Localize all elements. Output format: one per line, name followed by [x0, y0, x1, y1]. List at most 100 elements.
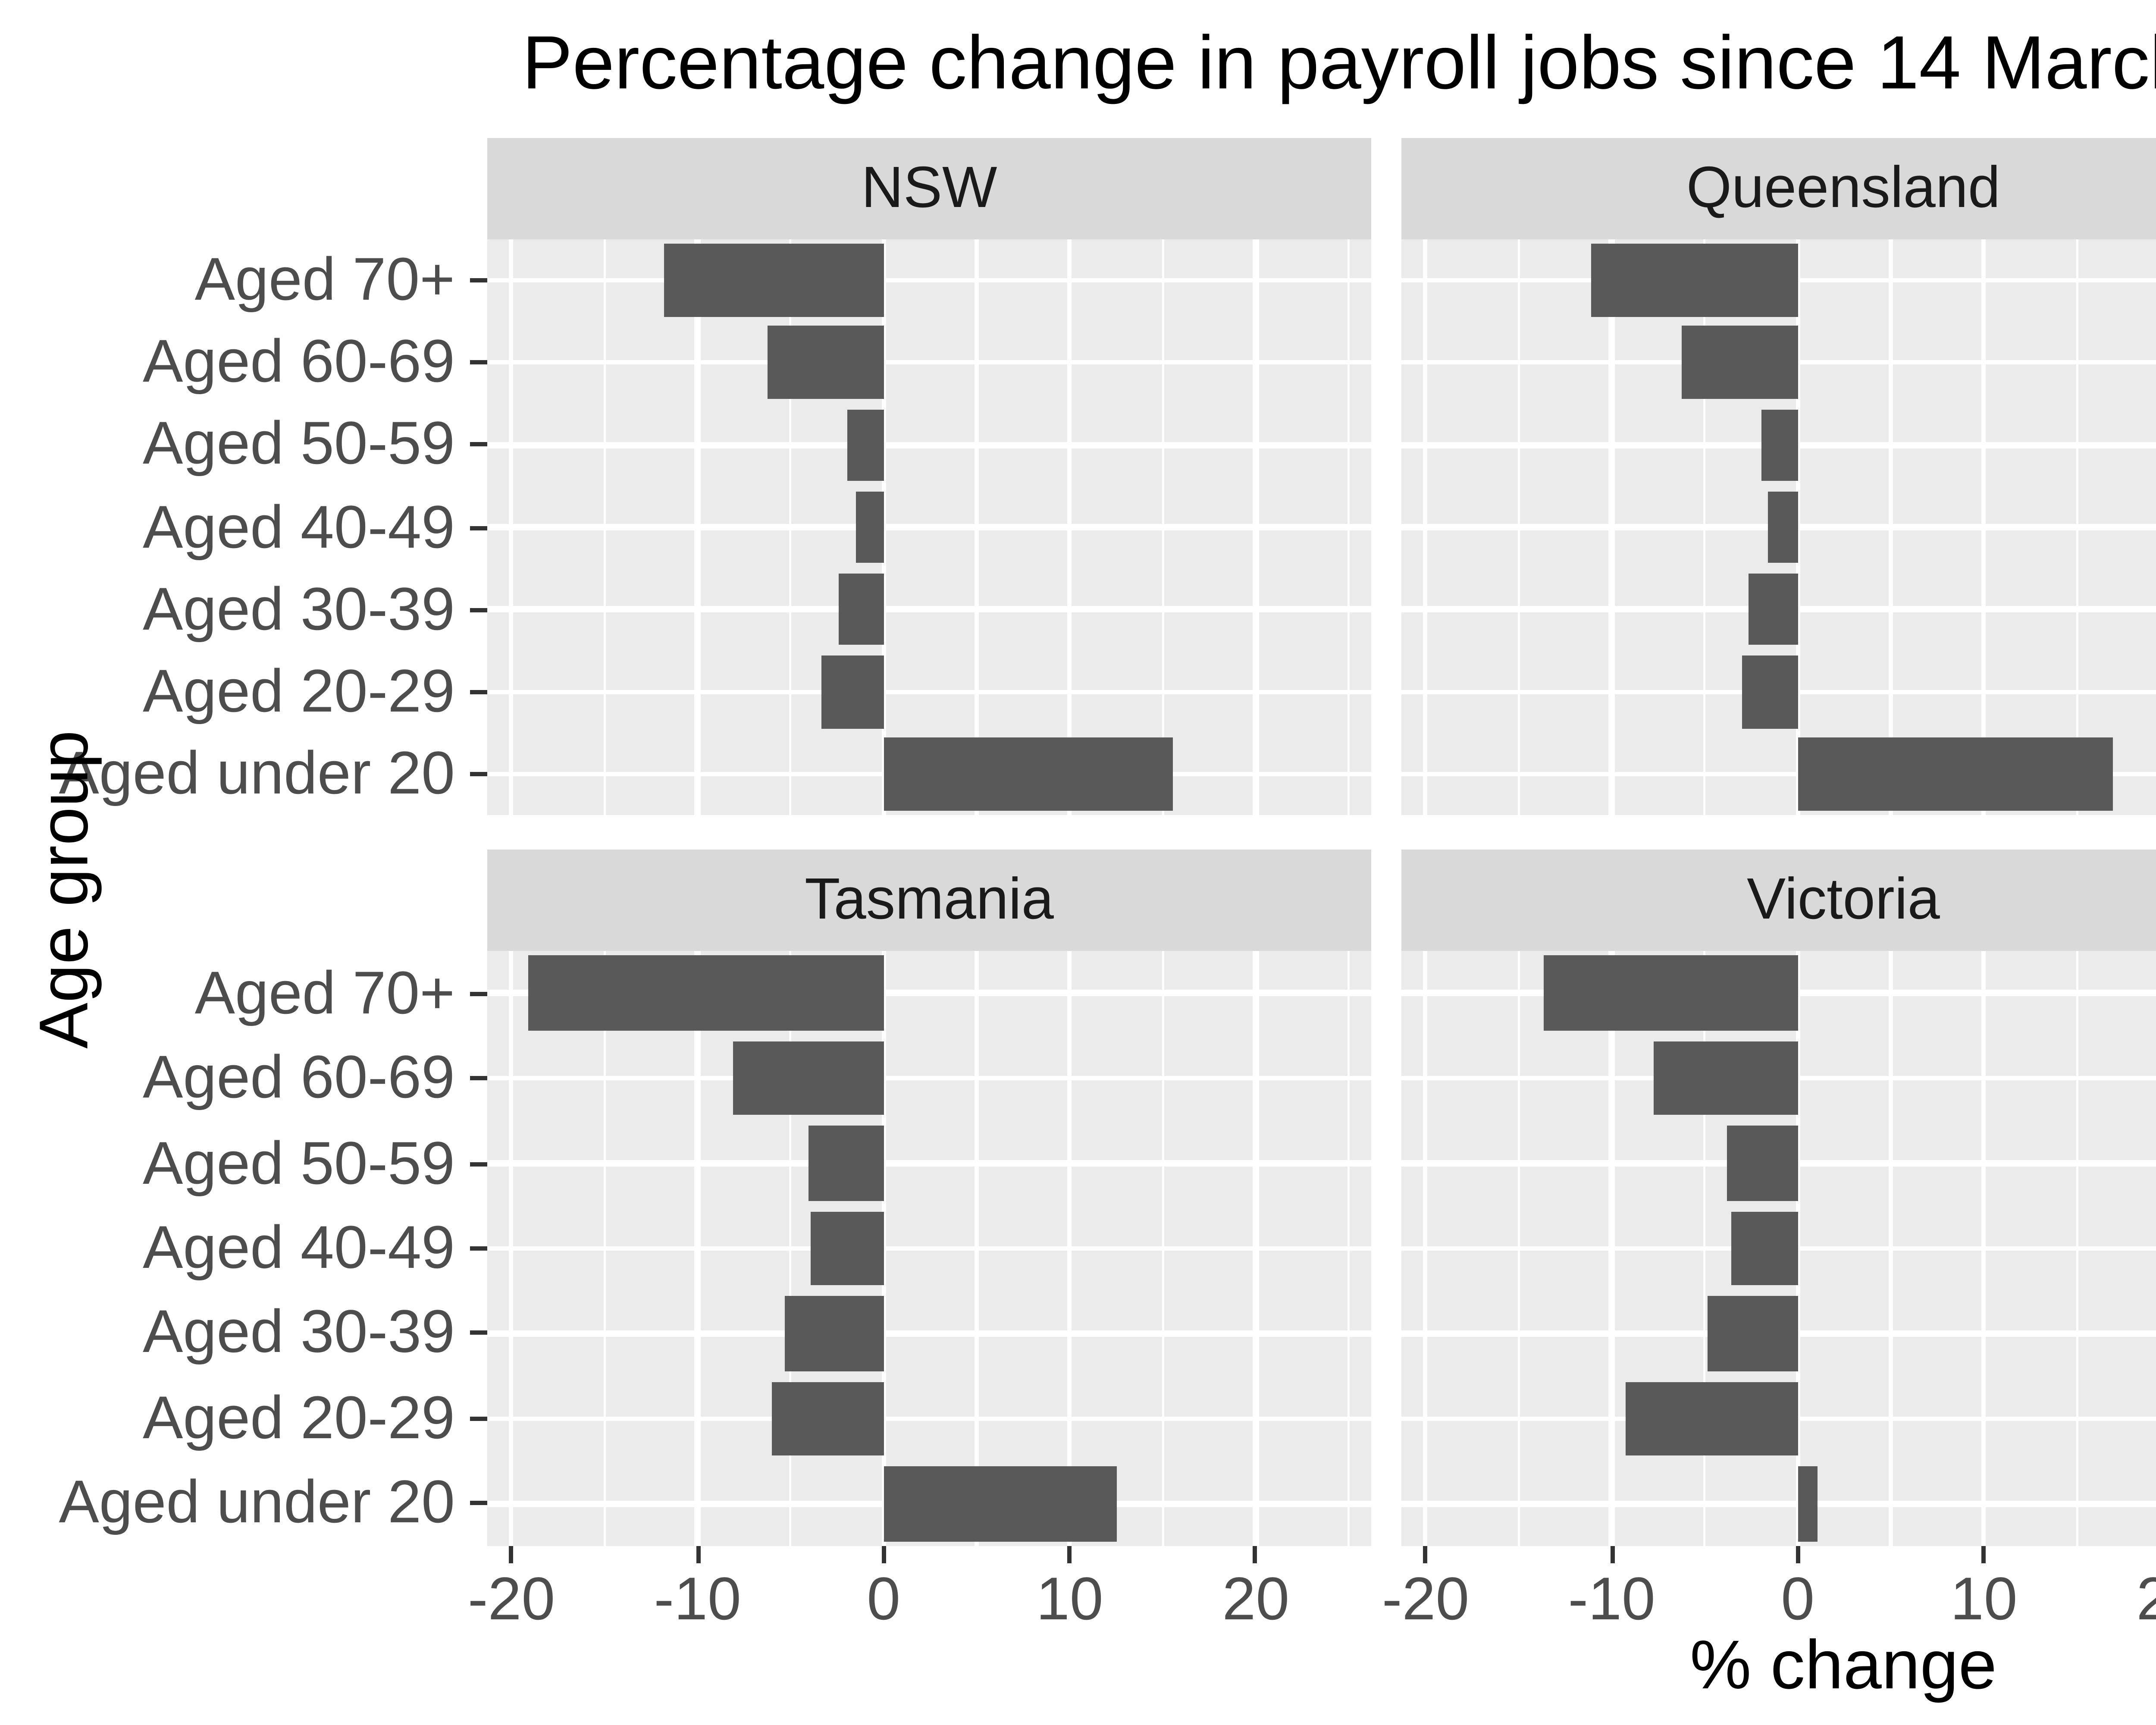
facet-strip-tasmania: Tasmania [487, 850, 1371, 951]
facet-strip-label-victoria: Victoria [1747, 867, 1940, 932]
bar-victoria-aged-40-49 [1730, 1211, 1798, 1286]
y-tick-label-aged-60-69: Aged 60-69 [143, 328, 455, 395]
bar-victoria-aged-20-29 [1626, 1381, 1798, 1456]
bar-queensland-aged-70 [1591, 244, 1798, 317]
y-tick-mark [470, 1501, 487, 1506]
bar-victoria-aged-under-20 [1798, 1466, 1818, 1541]
y-tick-mark [470, 772, 487, 776]
bar-tasmania-aged-under-20 [884, 1466, 1116, 1541]
bar-nsw-aged-40-49 [856, 491, 884, 564]
bar-queensland-aged-40-49 [1768, 491, 1798, 564]
bar-victoria-aged-30-39 [1708, 1296, 1798, 1371]
major-gridline-y [487, 689, 1371, 695]
x-tick-label: -20 [467, 1565, 555, 1632]
facet-panel-tasmania [487, 951, 1371, 1546]
x-tick-label: 20 [1222, 1565, 1290, 1632]
bar-victoria-aged-60-69 [1654, 1041, 1798, 1116]
x-tick-mark [509, 1546, 514, 1563]
y-tick-mark [470, 278, 487, 283]
facet-strip-label-tasmania: Tasmania [805, 867, 1054, 932]
y-tick-mark [470, 689, 487, 694]
bar-nsw-aged-20-29 [820, 656, 884, 728]
y-tick-label-aged-under-20: Aged under 20 [59, 739, 455, 806]
x-axis-title: % change [1690, 1626, 1997, 1703]
y-tick-mark [470, 361, 487, 365]
y-tick-mark [470, 1161, 487, 1166]
x-tick-mark [1981, 1546, 1986, 1563]
y-tick-mark [470, 1076, 487, 1081]
bar-nsw-aged-30-39 [839, 573, 884, 646]
facet-strip-label-queensland: Queensland [1686, 155, 2001, 220]
facet-panel-nsw [487, 239, 1371, 815]
x-tick-label: 10 [1036, 1565, 1103, 1632]
x-tick-label: -10 [1568, 1565, 1655, 1632]
bar-nsw-aged-70 [664, 244, 884, 317]
x-tick-label: 20 [2084, 1565, 2156, 1634]
y-tick-label-aged-50-59: Aged 50-59 [143, 410, 455, 477]
y-tick-mark [470, 991, 487, 996]
facet-strip-victoria: Victoria [1401, 850, 2156, 951]
facet-panel-queensland [1401, 239, 2156, 815]
major-gridline-y [487, 1330, 1371, 1336]
y-tick-label-aged-under-20: Aged under 20 [59, 1469, 455, 1536]
y-tick-label-aged-70: Aged 70+ [194, 959, 455, 1026]
bar-nsw-aged-under-20 [884, 737, 1174, 810]
major-gridline-y [487, 606, 1371, 612]
y-tick-label-aged-50-59: Aged 50-59 [143, 1129, 455, 1196]
bar-tasmania-aged-40-49 [811, 1211, 884, 1286]
bar-tasmania-aged-50-59 [809, 1126, 884, 1201]
bar-tasmania-aged-30-39 [785, 1296, 884, 1371]
x-tick-mark [1067, 1546, 1072, 1563]
x-tick-label: 0 [1781, 1565, 1815, 1632]
facet-strip-queensland: Queensland [1401, 138, 2156, 239]
y-tick-label-aged-30-39: Aged 30-39 [143, 575, 455, 642]
major-gridline-y [487, 278, 1371, 283]
bar-victoria-aged-50-59 [1727, 1126, 1798, 1201]
bar-victoria-aged-70 [1542, 956, 1798, 1031]
y-axis-title: Age group [25, 730, 103, 1049]
y-tick-mark [470, 1416, 487, 1421]
major-gridline-y [487, 524, 1371, 530]
bar-queensland-aged-under-20 [1798, 737, 2112, 810]
facet-strip-nsw: NSW [487, 138, 1371, 239]
facet-panel-victoria [1401, 951, 2156, 1546]
x-tick-mark [1423, 1546, 1428, 1563]
major-gridline-y [1401, 1501, 2156, 1506]
chart-title: Percentage change in payroll jobs since … [522, 22, 2156, 106]
y-tick-label-aged-20-29: Aged 20-29 [143, 1384, 455, 1451]
major-gridline-y [487, 360, 1371, 366]
bar-tasmania-aged-20-29 [772, 1381, 884, 1456]
y-tick-label-aged-70: Aged 70+ [194, 246, 455, 313]
bar-queensland-aged-50-59 [1760, 408, 1798, 481]
bar-tasmania-aged-60-69 [733, 1041, 884, 1116]
bar-queensland-aged-60-69 [1682, 326, 1798, 399]
y-tick-mark [470, 607, 487, 612]
facet-strip-label-nsw: NSW [861, 155, 997, 220]
x-tick-mark [1796, 1546, 1800, 1563]
x-tick-mark [1253, 1546, 1258, 1563]
major-gridline-y [487, 1076, 1371, 1081]
x-tick-label: 0 [867, 1565, 901, 1632]
major-gridline-y [487, 1245, 1371, 1251]
y-tick-mark [470, 1246, 487, 1251]
x-tick-mark [881, 1546, 886, 1563]
x-tick-label: -10 [654, 1565, 741, 1632]
y-tick-label-aged-20-29: Aged 20-29 [143, 657, 455, 724]
bar-queensland-aged-20-29 [1742, 656, 1798, 728]
y-tick-mark [470, 525, 487, 530]
major-gridline-y [487, 442, 1371, 448]
bar-nsw-aged-60-69 [768, 326, 884, 399]
bar-nsw-aged-50-59 [846, 408, 884, 481]
y-tick-label-aged-60-69: Aged 60-69 [143, 1044, 455, 1111]
x-tick-label: -20 [1382, 1565, 1470, 1632]
y-tick-label-aged-40-49: Aged 40-49 [143, 492, 455, 560]
y-tick-label-aged-40-49: Aged 40-49 [143, 1214, 455, 1281]
y-tick-mark [470, 442, 487, 447]
major-gridline-y [487, 1160, 1371, 1167]
y-tick-label-aged-30-39: Aged 30-39 [143, 1299, 455, 1366]
x-tick-mark [695, 1546, 700, 1563]
x-tick-label: 10 [1950, 1565, 2018, 1632]
bar-queensland-aged-30-39 [1749, 573, 1798, 646]
